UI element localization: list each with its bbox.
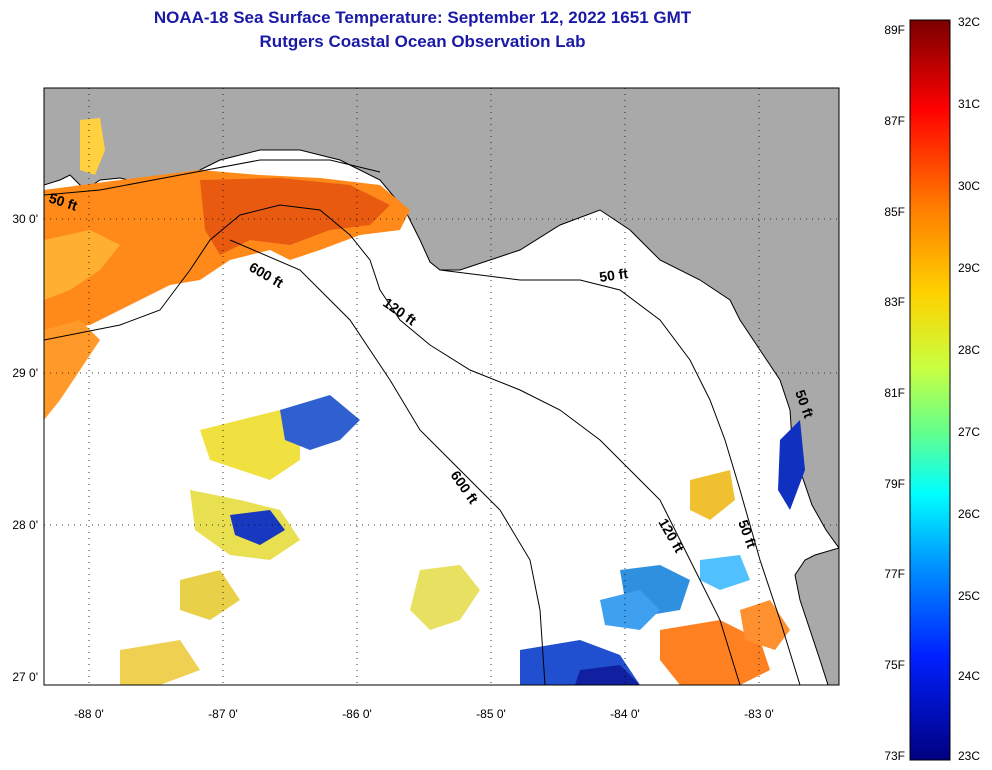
colorbar-fahrenheit: 89F 87F 85F 83F 81F 79F 77F 75F 73F (884, 23, 905, 763)
cb-c-label: 29C (958, 261, 980, 275)
cb-f-label: 85F (884, 205, 905, 219)
lon-tick-label: -88 0' (74, 707, 104, 721)
lat-tick-label: 29 0' (12, 366, 38, 380)
map-frame (43, 87, 840, 686)
lon-tick-label: -85 0' (476, 707, 506, 721)
cb-f-label: 89F (884, 23, 905, 37)
cb-c-label: 31C (958, 97, 980, 111)
cb-c-label: 30C (958, 179, 980, 193)
cb-f-label: 79F (884, 477, 905, 491)
lat-tick-label: 27 0' (12, 670, 38, 684)
cb-c-label: 25C (958, 589, 980, 603)
cb-c-label: 24C (958, 669, 980, 683)
cb-c-label: 32C (958, 15, 980, 29)
lat-tick-label: 28 0' (12, 518, 38, 532)
title-line-2: Rutgers Coastal Ocean Observation Lab (259, 32, 586, 51)
cb-f-label: 77F (884, 567, 905, 581)
bathymetry-contours (44, 159, 801, 685)
land-peninsula (794, 547, 839, 685)
cb-f-label: 73F (884, 749, 905, 763)
lon-tick-label: -83 0' (744, 707, 774, 721)
lon-tick-label: -84 0' (610, 707, 640, 721)
cb-f-label: 87F (884, 114, 905, 128)
colorbar-celsius: 32C 31C 30C 29C 28C 27C 26C 25C 24C 23C (958, 15, 980, 763)
colorbar (909, 19, 951, 761)
graticule (44, 88, 839, 685)
cb-c-label: 27C (958, 425, 980, 439)
lat-axis: 30 0' 29 0' 28 0' 27 0' (12, 212, 38, 684)
cb-c-label: 26C (958, 507, 980, 521)
cb-f-label: 83F (884, 295, 905, 309)
cb-c-label: 23C (958, 749, 980, 763)
cb-f-label: 75F (884, 658, 905, 672)
chart-title: NOAA-18 Sea Surface Temperature: Septemb… (0, 6, 845, 54)
lon-axis: -88 0' -87 0' -86 0' -85 0' -84 0' -83 0… (74, 707, 774, 721)
title-line-1: NOAA-18 Sea Surface Temperature: Septemb… (153, 8, 692, 27)
lon-tick-label: -87 0' (208, 707, 238, 721)
lon-tick-label: -86 0' (342, 707, 372, 721)
cb-f-label: 81F (884, 386, 905, 400)
cb-c-label: 28C (958, 343, 980, 357)
lat-tick-label: 30 0' (12, 212, 38, 226)
contour-label-50ft-bigbend: 50 ft (598, 265, 629, 285)
